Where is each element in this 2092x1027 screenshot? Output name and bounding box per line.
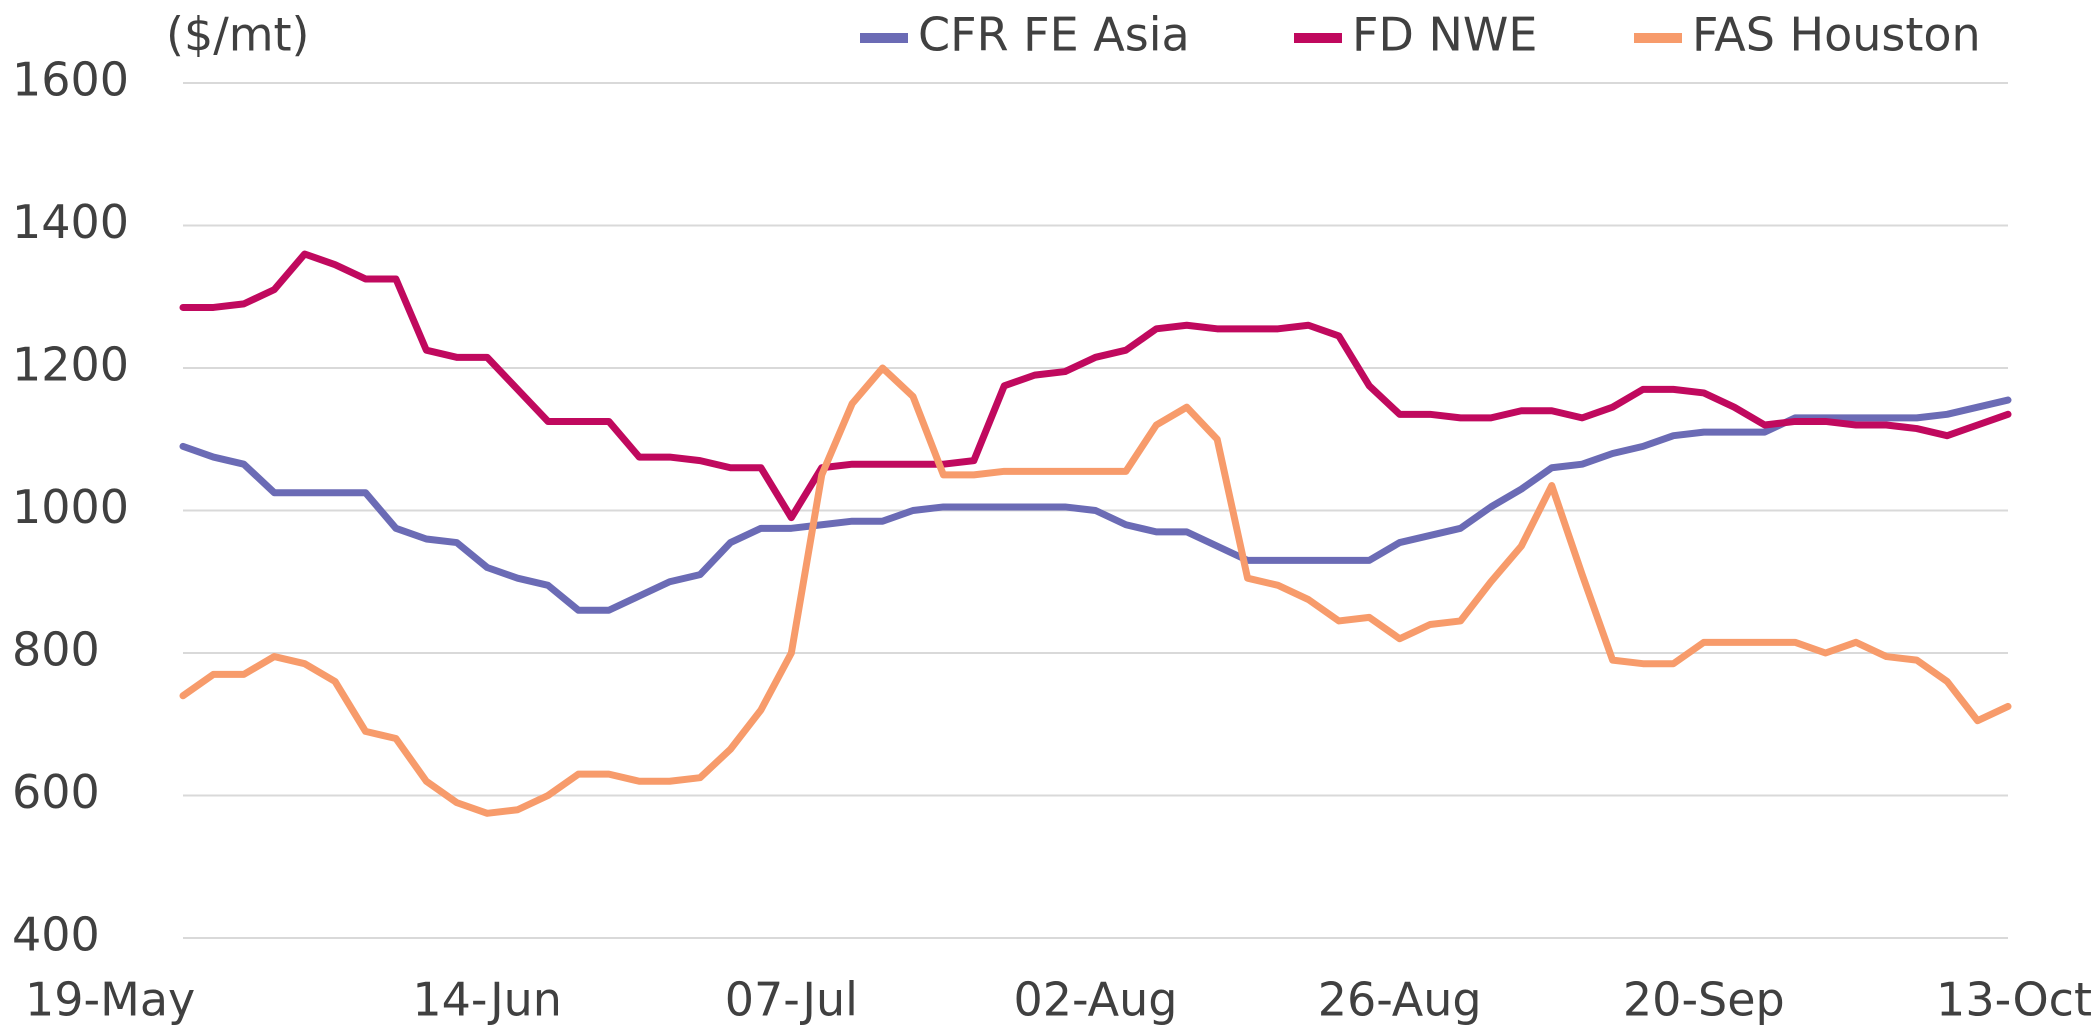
y-tick-label: 600 (12, 765, 100, 819)
y-tick-label: 1200 (12, 338, 129, 392)
y-tick-label: 1600 (12, 53, 129, 107)
legend-label: FAS Houston (1692, 8, 1981, 62)
y-tick-label: 1000 (12, 480, 129, 534)
line-series (179, 250, 2012, 522)
x-tick-label: 26-Aug (1318, 973, 1482, 1027)
x-tick-label: 07-Jul (725, 973, 858, 1027)
line-series (179, 396, 2012, 614)
x-tick-label: 14-Jun (412, 973, 562, 1027)
y-tick-label: 1400 (12, 195, 129, 249)
legend-label: FD NWE (1352, 8, 1537, 62)
x-tick-label: 02-Aug (1014, 973, 1178, 1027)
x-tick-label: 13-Oct (1936, 973, 2092, 1027)
line-series (179, 364, 2012, 817)
y-tick-label: 400 (12, 908, 100, 962)
y-tick-label: 800 (12, 623, 100, 677)
legend-label: CFR FE Asia (918, 8, 1190, 62)
legend-swatch (860, 33, 908, 43)
legend-swatch (1294, 33, 1342, 43)
x-tick-label: 20-Sep (1623, 973, 1785, 1027)
x-tick-label: 19-May (25, 973, 195, 1027)
y-axis-label: ($/mt) (166, 8, 310, 62)
legend-swatch (1634, 33, 1682, 43)
